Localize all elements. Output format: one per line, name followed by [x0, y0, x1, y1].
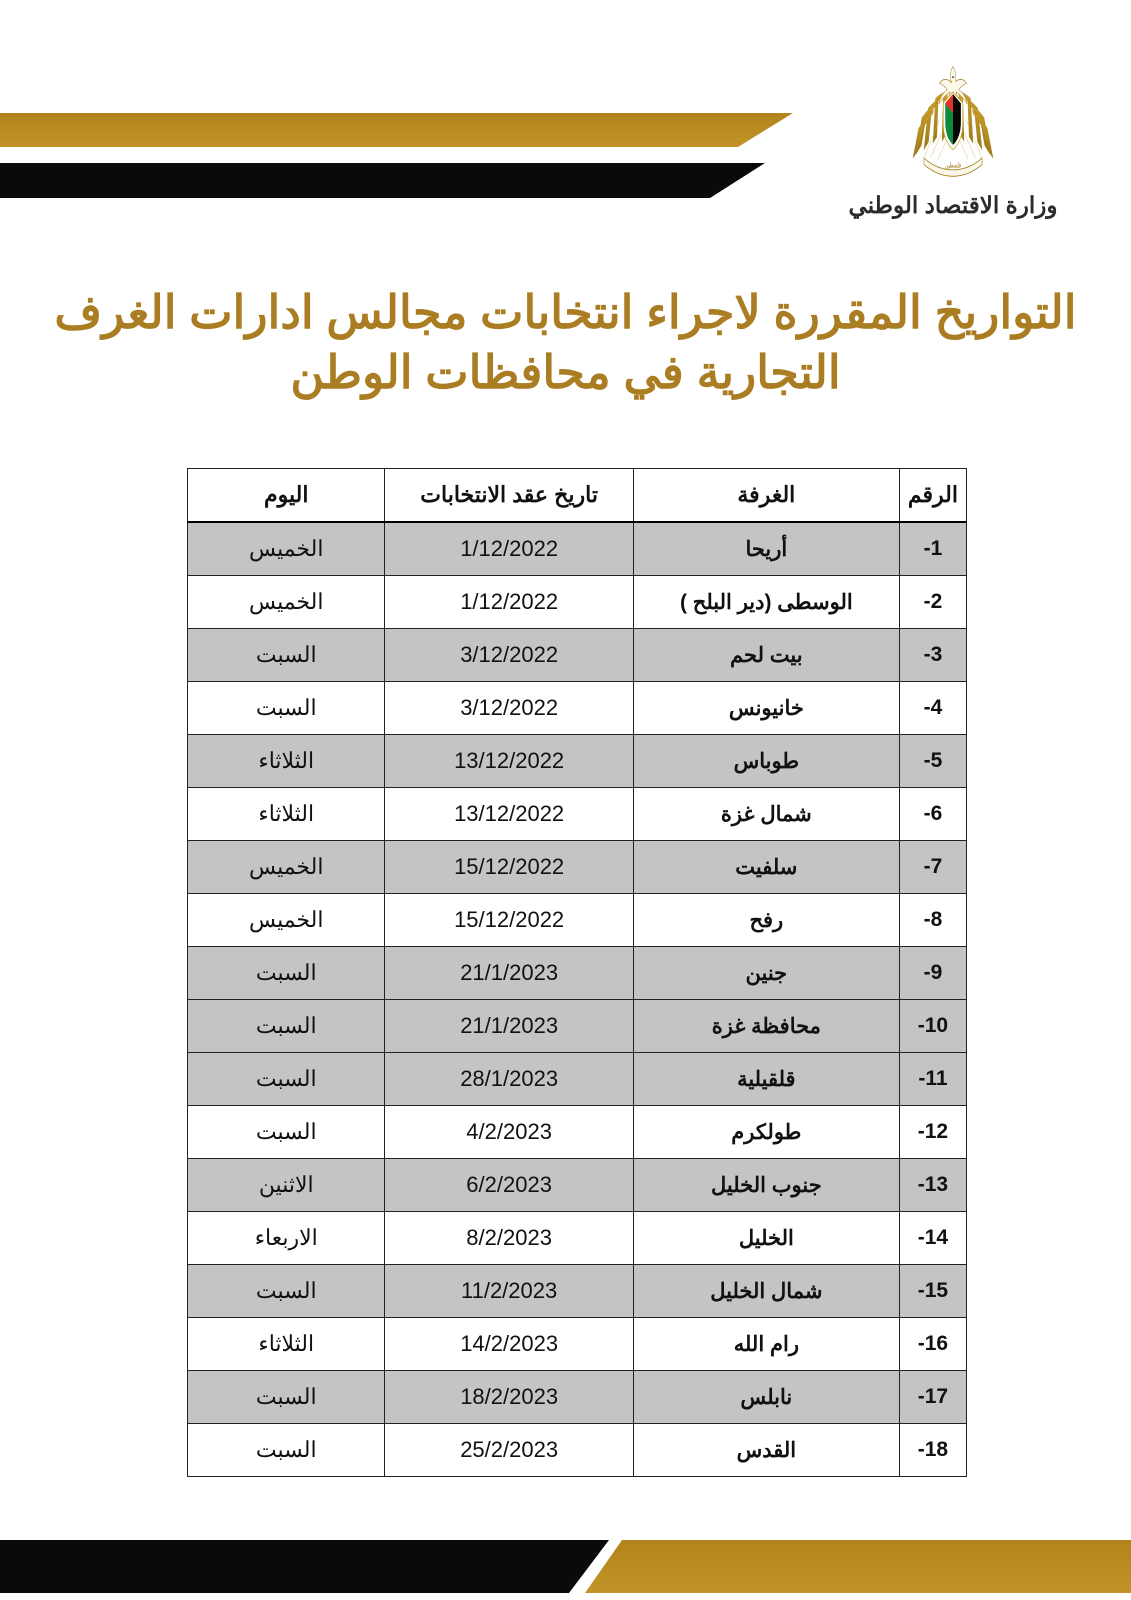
svg-text:فلسطين: فلسطين — [945, 162, 961, 170]
